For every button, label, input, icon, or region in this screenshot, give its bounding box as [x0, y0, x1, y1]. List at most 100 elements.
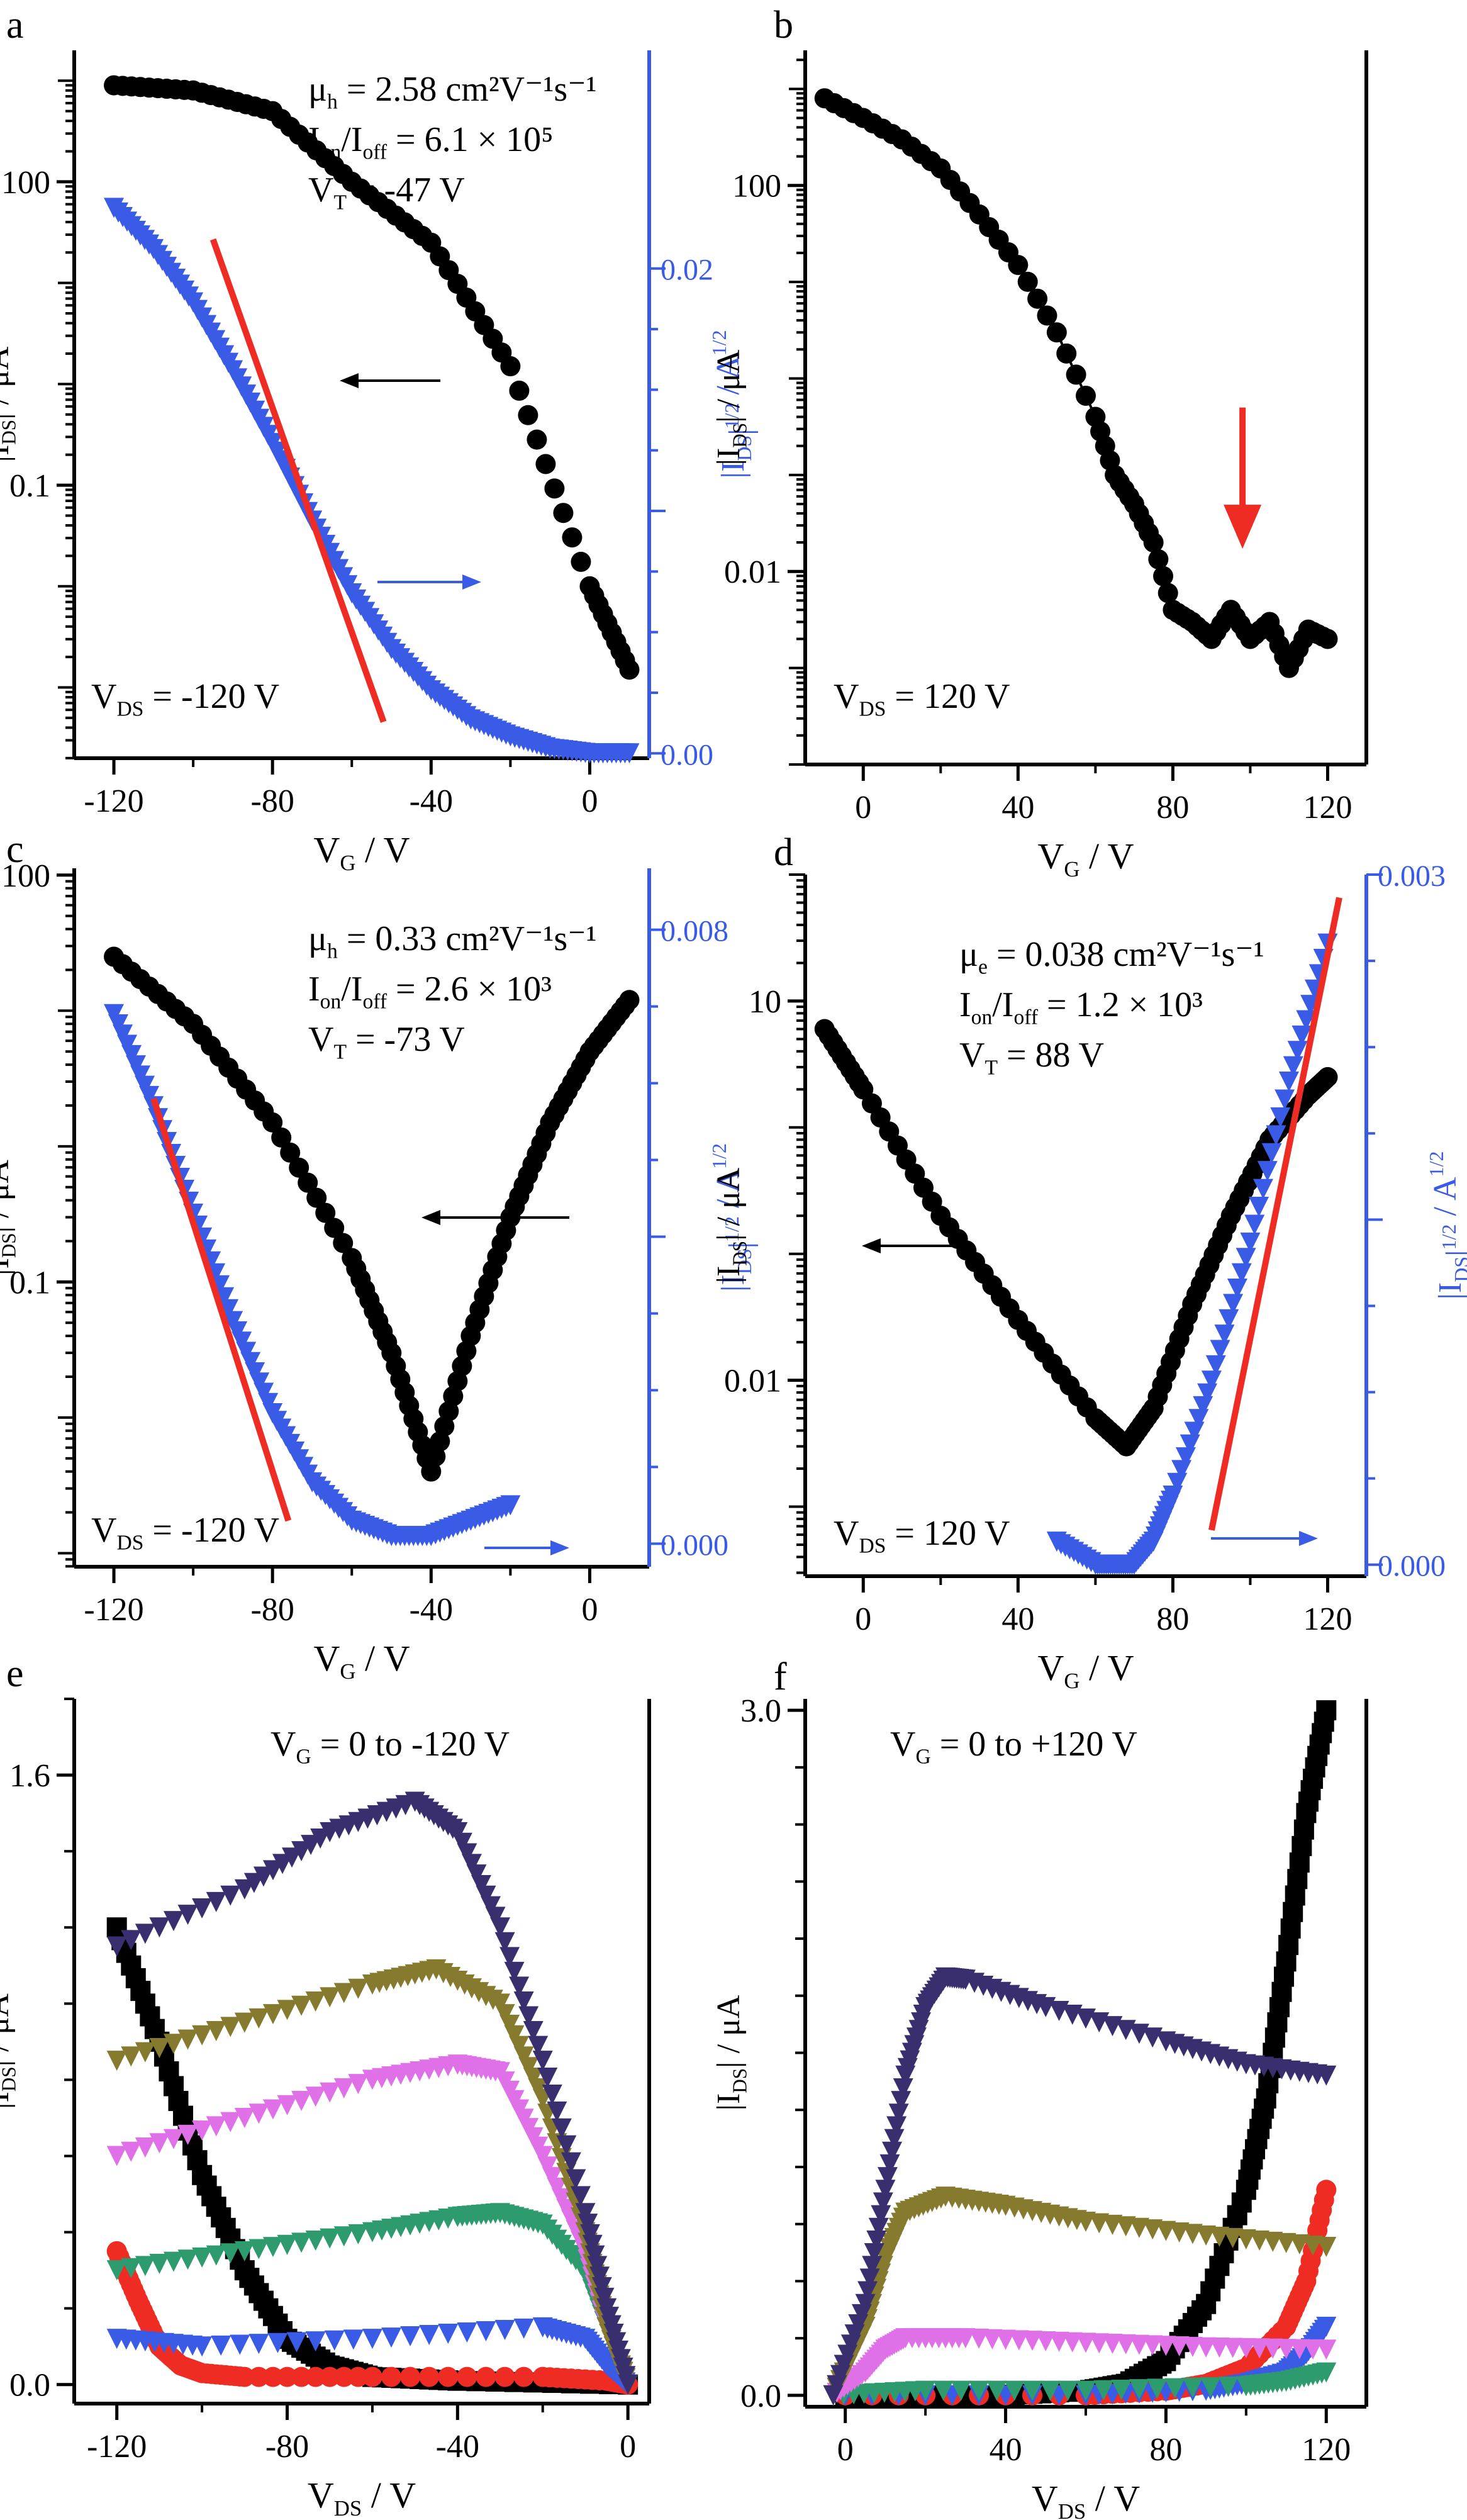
data-point — [571, 551, 591, 572]
data-point — [254, 1382, 274, 1403]
data-point — [1196, 2337, 1217, 2358]
data-point — [1210, 1340, 1230, 1360]
data-point — [1153, 566, 1174, 586]
data-point — [258, 1392, 279, 1413]
data-point — [982, 2329, 1003, 2349]
data-point — [494, 2319, 515, 2340]
data-point — [537, 2068, 558, 2088]
data-point — [438, 2366, 459, 2387]
data-point — [192, 2120, 213, 2141]
data-point — [291, 2232, 312, 2253]
data-point — [1316, 1700, 1337, 1721]
data-point — [1316, 2339, 1337, 2360]
data-point — [223, 1311, 243, 1331]
x-tick-label: -120 — [84, 783, 143, 819]
data-point — [500, 1495, 521, 1516]
data-point — [243, 1873, 264, 1893]
annotation: μe = 0.038 cm²V⁻¹s⁻¹ — [959, 935, 1264, 978]
data-point — [879, 2154, 900, 2175]
data-point — [1004, 2380, 1025, 2401]
data-point — [1236, 1248, 1256, 1268]
data-point — [542, 2084, 562, 2105]
data-point — [282, 1847, 303, 1868]
data-point — [310, 1828, 331, 1849]
data-point — [494, 2004, 515, 2025]
data-point — [875, 2180, 896, 2200]
data-point — [1214, 1324, 1235, 1345]
data-point — [1056, 343, 1077, 364]
direction-arrow-head — [1299, 1531, 1318, 1546]
data-point — [1263, 2231, 1283, 2252]
data-point — [877, 2167, 898, 2188]
y-tick-label: 1.6 — [9, 1758, 50, 1794]
red-arrow-head — [1224, 505, 1262, 549]
data-point — [886, 2116, 907, 2137]
data-point — [594, 2287, 615, 2308]
data-point — [1115, 2334, 1136, 2355]
data-point — [480, 1896, 501, 1917]
data-point — [192, 1898, 213, 1918]
y-right-tick-label: 0.003 — [1378, 860, 1446, 893]
annotation: VDS = 120 V — [834, 677, 1010, 720]
data-point — [969, 2328, 990, 2349]
annotation: Ion/Ioff = 2.6 × 10³ — [308, 970, 552, 1013]
annotation: VG = 0 to +120 V — [890, 1725, 1137, 1768]
data-point — [206, 1891, 226, 1912]
data-point — [551, 2118, 572, 2139]
data-point — [106, 2051, 127, 2071]
data-point — [562, 527, 583, 548]
data-point — [1147, 2378, 1168, 2399]
data-point — [1249, 2230, 1270, 2251]
x-axis-label: VDS / V — [308, 2475, 416, 2520]
data-point — [362, 2329, 382, 2349]
series-6 — [106, 1791, 639, 2395]
data-point — [995, 2329, 1016, 2350]
data-point — [504, 1961, 525, 1982]
annotation: Ion/Ioff = 6.1 × 10⁵ — [308, 120, 554, 164]
data-point — [1093, 2380, 1114, 2400]
series-1 — [104, 1004, 521, 1547]
data-point — [518, 405, 538, 425]
annotation: VT = -73 V — [308, 1020, 465, 1063]
data-point — [547, 2101, 567, 2122]
data-point — [556, 2135, 577, 2156]
data-point — [291, 1841, 312, 1862]
data-point — [513, 2046, 534, 2067]
data-point — [1270, 1107, 1291, 1128]
series-1 — [1046, 933, 1338, 1575]
data-point — [249, 1372, 270, 1393]
data-point — [494, 1932, 515, 1952]
data-point — [277, 2095, 298, 2115]
data-point — [108, 1014, 129, 1035]
data-point — [333, 2226, 354, 2247]
data-point — [333, 2366, 354, 2387]
data-point — [1316, 2065, 1337, 2086]
panel-label: e — [6, 1652, 24, 1695]
data-point — [400, 2326, 421, 2347]
data-point — [1236, 2229, 1256, 2249]
data-point — [113, 1024, 133, 1045]
data-point — [220, 2017, 241, 2037]
data-point — [305, 2086, 326, 2107]
data-point — [348, 2224, 369, 2244]
data-point — [121, 2141, 142, 2162]
data-point — [192, 2025, 213, 2046]
data-point — [1231, 1263, 1252, 1284]
data-point — [570, 2186, 591, 2207]
data-point — [587, 2256, 608, 2276]
data-point — [485, 1907, 506, 1927]
panel-label: d — [774, 831, 793, 874]
data-point — [1209, 2338, 1230, 2358]
data-point — [1316, 2316, 1337, 2337]
data-point — [262, 1112, 283, 1133]
data-point — [1261, 1143, 1282, 1163]
fit-line — [1208, 897, 1342, 1531]
data-point — [884, 2129, 905, 2149]
data-point — [582, 2234, 603, 2255]
data-point — [868, 2217, 889, 2238]
data-point — [271, 1127, 292, 1148]
data-point — [1040, 2380, 1061, 2401]
x-tick-label: 0 — [581, 1592, 598, 1628]
y-axis-label: |IDS| / μA — [711, 349, 750, 465]
data-point — [121, 1044, 142, 1065]
